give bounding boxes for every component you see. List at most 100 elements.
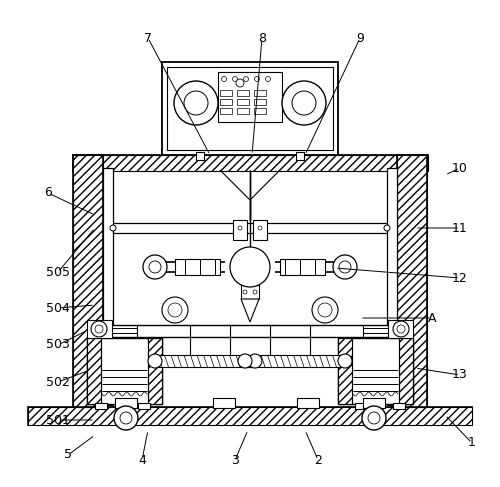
Circle shape bbox=[148, 354, 162, 368]
Circle shape bbox=[238, 354, 252, 368]
Bar bbox=[112, 328, 137, 333]
Circle shape bbox=[184, 91, 208, 115]
Bar bbox=[95, 403, 107, 409]
Circle shape bbox=[397, 325, 405, 333]
Bar bbox=[148, 338, 162, 404]
Bar bbox=[338, 338, 352, 404]
Circle shape bbox=[168, 303, 182, 317]
Circle shape bbox=[236, 79, 244, 87]
Bar bbox=[254, 99, 266, 105]
Circle shape bbox=[248, 354, 262, 368]
Circle shape bbox=[393, 321, 409, 337]
Circle shape bbox=[254, 76, 260, 81]
Circle shape bbox=[244, 76, 248, 81]
Text: 12: 12 bbox=[452, 271, 468, 284]
Bar bbox=[103, 168, 113, 405]
Bar bbox=[233, 220, 247, 240]
Circle shape bbox=[266, 76, 270, 81]
Bar bbox=[397, 155, 427, 407]
Text: 502: 502 bbox=[46, 375, 70, 389]
Text: 7: 7 bbox=[144, 32, 152, 44]
Bar bbox=[399, 338, 413, 404]
Text: A: A bbox=[428, 312, 436, 324]
Bar bbox=[388, 320, 413, 338]
Bar bbox=[73, 155, 428, 171]
Circle shape bbox=[222, 76, 226, 81]
Bar bbox=[162, 62, 338, 155]
Circle shape bbox=[162, 297, 188, 323]
Text: 5: 5 bbox=[64, 449, 72, 462]
Text: 2: 2 bbox=[314, 453, 322, 467]
Bar bbox=[73, 155, 103, 407]
Circle shape bbox=[253, 290, 257, 294]
Bar bbox=[213, 398, 235, 408]
Bar bbox=[175, 259, 220, 275]
Bar bbox=[280, 259, 325, 275]
Bar bbox=[103, 325, 397, 337]
Bar bbox=[220, 99, 232, 105]
Bar bbox=[338, 338, 352, 404]
Text: 6: 6 bbox=[44, 187, 52, 200]
Circle shape bbox=[258, 226, 262, 230]
Bar bbox=[113, 223, 387, 233]
Bar bbox=[87, 320, 112, 338]
Circle shape bbox=[362, 406, 386, 430]
Bar bbox=[245, 355, 345, 367]
Bar bbox=[237, 99, 249, 105]
Text: 9: 9 bbox=[356, 32, 364, 44]
Circle shape bbox=[114, 406, 138, 430]
Bar bbox=[28, 407, 472, 425]
Polygon shape bbox=[241, 299, 259, 322]
Circle shape bbox=[384, 225, 390, 231]
Text: 8: 8 bbox=[258, 32, 266, 44]
Bar bbox=[387, 168, 397, 405]
Bar bbox=[296, 152, 304, 160]
Text: 1: 1 bbox=[468, 436, 476, 450]
Circle shape bbox=[174, 81, 218, 125]
Bar bbox=[397, 155, 427, 407]
Circle shape bbox=[95, 325, 103, 333]
Circle shape bbox=[292, 91, 316, 115]
Bar bbox=[237, 108, 249, 114]
Circle shape bbox=[110, 225, 116, 231]
Bar bbox=[237, 90, 249, 96]
Text: 505: 505 bbox=[46, 265, 70, 279]
Bar bbox=[355, 403, 367, 409]
Bar bbox=[254, 90, 266, 96]
Bar bbox=[218, 72, 282, 122]
Circle shape bbox=[338, 354, 352, 368]
Text: 501: 501 bbox=[46, 413, 70, 427]
Circle shape bbox=[120, 412, 132, 424]
Circle shape bbox=[282, 81, 326, 125]
Bar bbox=[399, 338, 413, 404]
Bar bbox=[167, 67, 333, 150]
Text: 10: 10 bbox=[452, 162, 468, 174]
Bar bbox=[393, 403, 405, 409]
Circle shape bbox=[232, 76, 237, 81]
Text: 504: 504 bbox=[46, 301, 70, 315]
Bar bbox=[220, 90, 232, 96]
Text: 503: 503 bbox=[46, 338, 70, 352]
Text: 13: 13 bbox=[452, 369, 468, 381]
Bar bbox=[254, 108, 266, 114]
Text: 11: 11 bbox=[452, 222, 468, 235]
Circle shape bbox=[368, 412, 380, 424]
Circle shape bbox=[230, 247, 270, 287]
Bar bbox=[115, 398, 137, 408]
Bar bbox=[73, 155, 103, 407]
Bar bbox=[148, 338, 162, 404]
Bar bbox=[297, 398, 319, 408]
Bar bbox=[196, 152, 204, 160]
Circle shape bbox=[318, 303, 332, 317]
Text: 3: 3 bbox=[231, 453, 239, 467]
Circle shape bbox=[143, 255, 167, 279]
Circle shape bbox=[91, 321, 107, 337]
Bar bbox=[241, 285, 259, 299]
Bar bbox=[363, 328, 388, 333]
Bar bbox=[363, 398, 385, 408]
Bar bbox=[338, 338, 413, 404]
Bar bbox=[253, 220, 267, 240]
Bar bbox=[87, 338, 162, 404]
Circle shape bbox=[238, 226, 242, 230]
Bar bbox=[138, 403, 150, 409]
